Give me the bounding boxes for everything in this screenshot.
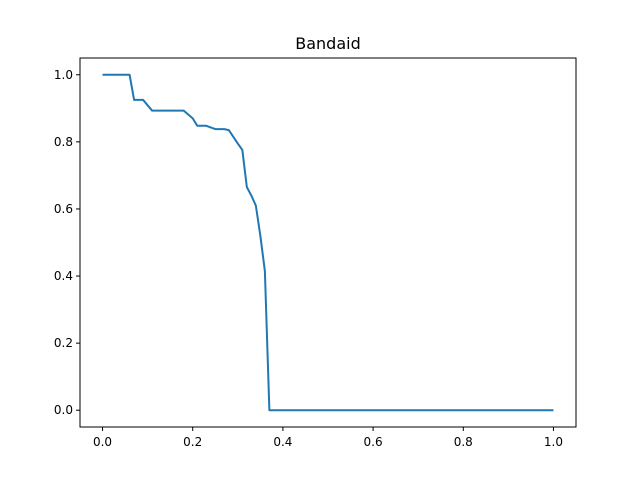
y-axis: 0.0 0.2 0.4 0.6 0.8 1.0 [54,68,80,417]
x-tick-label: 0.2 [183,435,202,449]
plot-frame [79,57,577,428]
y-tick-label: 0.0 [54,403,73,417]
x-tick-label: 0.0 [93,435,112,449]
x-tick-label: 0.8 [454,435,473,449]
series-layer [102,73,554,412]
x-axis: 0.0 0.2 0.4 0.6 0.8 1.0 [93,427,563,449]
y-tick-label: 0.4 [54,269,73,283]
y-tick-label: 1.0 [54,68,73,82]
x-tick-label: 0.4 [273,435,292,449]
y-tick-label: 0.2 [54,336,73,350]
chart-title: Bandaid [295,34,360,53]
x-tick-label: 1.0 [544,435,563,449]
y-tick-label: 0.8 [54,135,73,149]
x-tick-label: 0.6 [364,435,383,449]
series-line [102,73,554,412]
y-tick-label: 0.6 [54,202,73,216]
